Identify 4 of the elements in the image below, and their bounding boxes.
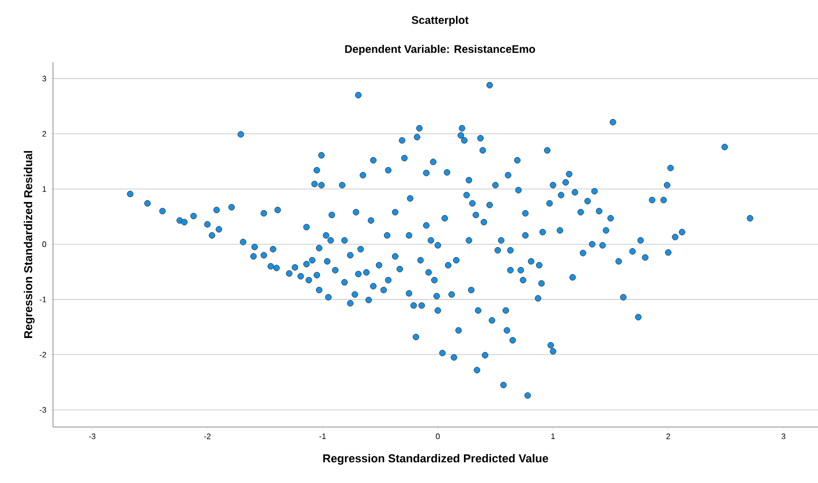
y-axis-title: Regression Standardized Residual <box>24 151 35 338</box>
chart-title: Scatterplot <box>412 16 468 26</box>
x-axis-title: Regression Standardized Predicted Value <box>323 454 548 465</box>
chart-subtitle: Dependent Variable: ResistanceEmo <box>345 44 536 56</box>
